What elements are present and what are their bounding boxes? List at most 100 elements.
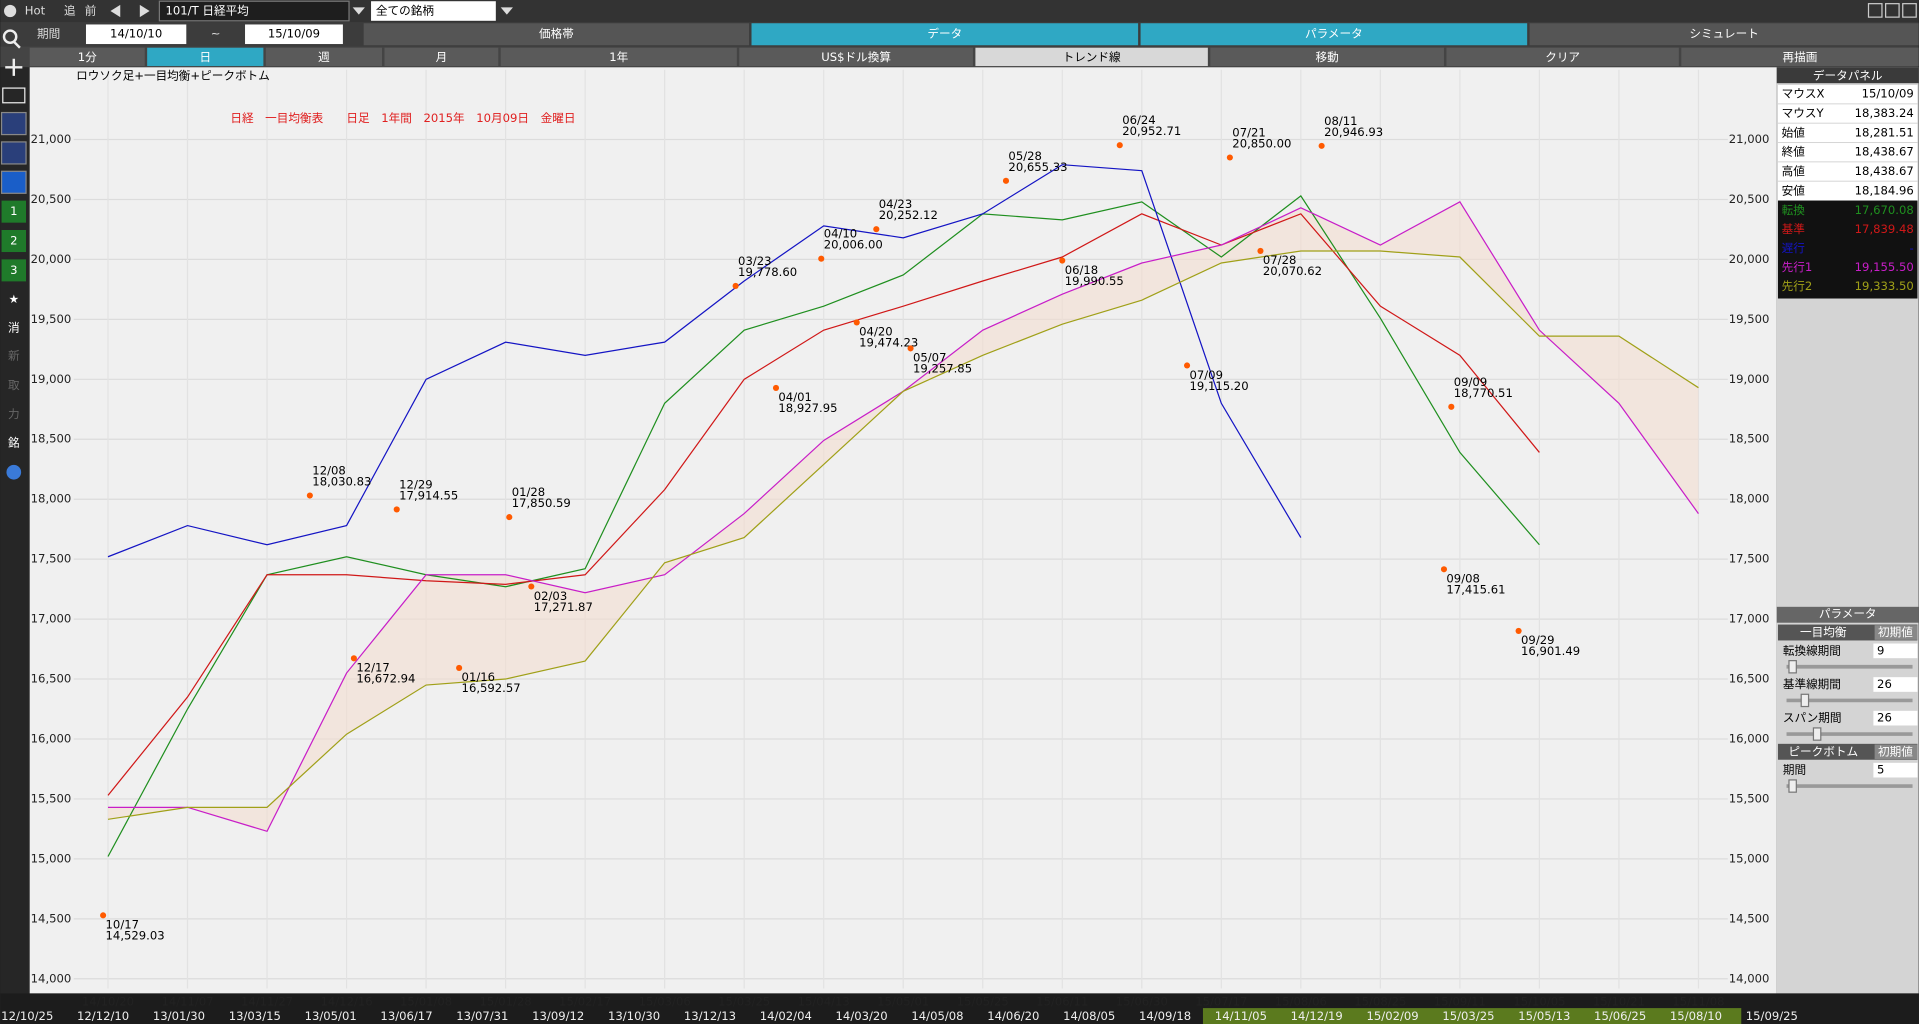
slider-thumb[interactable] <box>1788 779 1797 793</box>
tab-label[interactable]: 価格帯 <box>539 27 574 41</box>
y-tick-label: 15,500 <box>31 791 72 805</box>
slider-thumb[interactable] <box>1800 693 1810 708</box>
reset-label[interactable]: 初期値 <box>1878 744 1913 758</box>
date-to[interactable]: 15/10/09 <box>268 27 320 41</box>
universe-box[interactable] <box>371 1 496 21</box>
bulb-icon[interactable] <box>4 4 17 18</box>
reset-button[interactable] <box>1874 625 1918 640</box>
peak-date: 04/20 <box>859 325 892 339</box>
y-tick-label: 17,000 <box>1729 612 1770 626</box>
tab-label[interactable]: パラメータ <box>1305 27 1363 41</box>
peak-value: 20,946.93 <box>1324 125 1383 139</box>
scroll-date: 15/05/13 <box>1518 1009 1570 1023</box>
sidebar-label[interactable]: ★ <box>9 292 19 306</box>
plus-icon[interactable] <box>5 58 23 76</box>
toolbar-button[interactable]: 前 <box>85 4 97 18</box>
slider-thumb[interactable] <box>1812 727 1822 741</box>
search-icon[interactable] <box>2 29 21 49</box>
range-label[interactable]: 再描画 <box>1783 50 1818 64</box>
range-button[interactable] <box>147 47 264 67</box>
range-button[interactable] <box>500 47 737 67</box>
range-button[interactable] <box>1210 47 1444 67</box>
tab-label[interactable]: データ <box>927 27 962 41</box>
sidebar-button[interactable] <box>1 259 27 282</box>
tab[interactable] <box>751 23 1139 46</box>
sidebar-button[interactable] <box>1 230 27 253</box>
sidebar-label[interactable]: 1 <box>10 204 17 218</box>
minimize-button[interactable] <box>1867 3 1883 18</box>
sidebar-label[interactable]: 2 <box>10 234 17 248</box>
param-label: 転換線期間 <box>1783 643 1841 657</box>
symbol-box[interactable] <box>158 0 350 22</box>
reset-button[interactable] <box>1874 744 1918 760</box>
tab[interactable] <box>363 23 750 46</box>
chart-icon[interactable] <box>0 141 27 165</box>
sidebar-label[interactable]: 3 <box>10 263 17 277</box>
camera-icon[interactable] <box>2 87 26 104</box>
param-input[interactable] <box>1873 762 1918 778</box>
scroll-thumb[interactable] <box>1202 1008 1742 1024</box>
date-from[interactable]: 14/10/10 <box>110 27 162 41</box>
y-tick-label: 17,500 <box>1729 552 1770 566</box>
date-box[interactable] <box>85 24 187 45</box>
dropdown[interactable] <box>352 7 365 15</box>
range-button[interactable] <box>1681 47 1919 67</box>
range-button[interactable] <box>975 47 1208 67</box>
toolbar-button[interactable]: 追 <box>64 4 76 18</box>
sidebar-label[interactable]: 取 <box>8 378 20 392</box>
reset-label[interactable]: 初期値 <box>1878 625 1913 639</box>
slider-thumb[interactable] <box>1788 660 1797 674</box>
range-label[interactable]: 月 <box>436 50 448 64</box>
sidebar-label[interactable]: 消 <box>8 320 20 334</box>
tab-label[interactable]: シミュレート <box>1689 27 1758 41</box>
range-label[interactable]: 週 <box>318 50 330 64</box>
sidebar-button[interactable] <box>1 200 27 223</box>
chart-title: 日経 一目均衡表 日足 1年間 2015年 10月09日 金曜日 <box>230 111 575 125</box>
prev-button[interactable] <box>110 4 121 18</box>
peak-dot <box>456 664 463 672</box>
range-button[interactable] <box>265 47 383 67</box>
tab[interactable] <box>1529 23 1919 46</box>
peak-date: 12/29 <box>399 477 432 491</box>
scroll-date: 14/06/20 <box>987 1009 1039 1023</box>
next-button[interactable] <box>139 4 150 18</box>
peak-value: 20,070.62 <box>1263 264 1322 278</box>
dropdown[interactable] <box>500 7 513 15</box>
range-label[interactable]: US$ドル換算 <box>821 50 891 64</box>
param-input[interactable] <box>1873 710 1918 726</box>
peak-dot <box>1002 177 1010 184</box>
sidebar-label[interactable]: 新 <box>8 349 20 363</box>
param-input[interactable] <box>1873 643 1918 659</box>
sidebar-label[interactable]: 銘 <box>8 435 20 449</box>
x-tick-label: 15/10/21 <box>1593 994 1645 1008</box>
param-value[interactable]: 9 <box>1877 643 1884 657</box>
chart-subtitle: ロウソク足+一目均衡+ピークボトム <box>76 68 270 82</box>
chart-icon[interactable] <box>0 111 27 136</box>
range-label[interactable]: 移動 <box>1316 50 1339 64</box>
range-button[interactable] <box>384 47 499 67</box>
range-label[interactable]: 日 <box>199 50 211 64</box>
maximize-button[interactable] <box>1885 3 1900 18</box>
range-label[interactable]: 1分 <box>78 50 97 64</box>
param-value[interactable]: 26 <box>1877 677 1892 691</box>
tab[interactable] <box>1140 23 1528 46</box>
close-button[interactable] <box>1902 3 1917 18</box>
range-button[interactable] <box>1446 47 1679 67</box>
symbol[interactable]: 101/T 日経平均 <box>166 4 249 18</box>
param-input[interactable] <box>1873 677 1918 692</box>
universe[interactable]: 全ての銘柄 <box>376 4 434 18</box>
range-label[interactable]: クリア <box>1545 50 1580 64</box>
panel-label: 高値 <box>1782 164 1806 178</box>
x-tick-label: 15/06/11 <box>1036 994 1088 1008</box>
param-value[interactable]: 26 <box>1877 711 1892 725</box>
date-box[interactable] <box>245 24 343 45</box>
range-button[interactable] <box>739 47 973 67</box>
range-label[interactable]: 1年 <box>609 50 628 64</box>
flag-icon[interactable] <box>0 170 27 194</box>
param-value[interactable]: 5 <box>1877 763 1884 777</box>
settings-icon[interactable] <box>6 464 22 480</box>
sidebar-label[interactable]: 力 <box>8 407 20 421</box>
range-label[interactable]: トレンド線 <box>1063 50 1121 64</box>
peak-dot <box>772 384 780 392</box>
range-button[interactable] <box>29 47 145 67</box>
